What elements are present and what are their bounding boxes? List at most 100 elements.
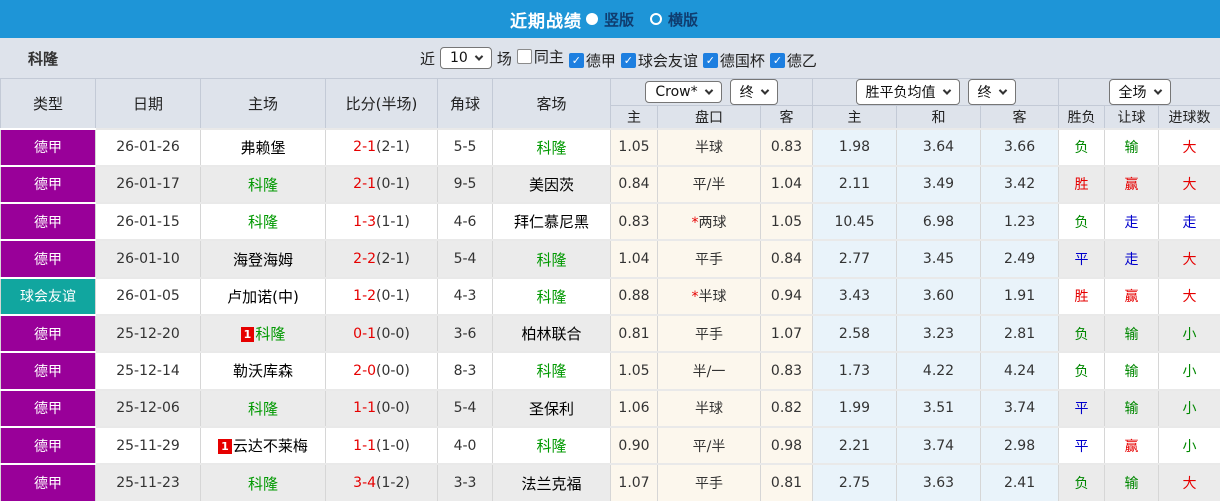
checkbox-checked-icon[interactable]: ✓ — [702, 52, 718, 68]
layout-option-vertical[interactable]: 竖版 — [585, 9, 646, 30]
euro-home-odds: 2.75 — [812, 463, 898, 501]
handicap-result: 输 — [1104, 313, 1160, 353]
match-count-select[interactable]: 10 — [440, 47, 492, 69]
select-value: 胜平负均值 — [865, 85, 936, 101]
chevron-down-icon — [998, 86, 1007, 95]
home-team: 勒沃库森 — [200, 351, 326, 391]
euro-home-odds: 1.98 — [812, 127, 898, 167]
euro-home-odds: 1.73 — [812, 351, 898, 391]
horizontal-layout-label: 横版 — [668, 10, 699, 29]
handicap-text: 半/一 — [692, 363, 726, 380]
team-name-text: 海登海姆 — [232, 250, 293, 269]
bookmaker-select[interactable]: Crow* — [645, 81, 722, 103]
match-date: 25-11-29 — [95, 425, 201, 465]
filter-checkbox-4[interactable]: ✓ 德乙 — [769, 50, 817, 71]
asian-final-select[interactable]: 终 — [729, 79, 778, 105]
fulltime-group: 全场 — [1058, 78, 1220, 106]
asian-away-odds: 1.04 — [759, 164, 814, 204]
team-name-text: 柏林联合 — [521, 325, 582, 344]
layout-option-horizontal[interactable]: 横版 — [650, 9, 710, 30]
goals-result: 小 — [1158, 425, 1220, 465]
fulltime-score: 0-1 — [353, 325, 377, 342]
checkbox-label: 德甲 — [585, 51, 616, 70]
score-cell: 1-3(1-1) — [325, 202, 438, 241]
euro-home-odds: 2.58 — [812, 313, 898, 353]
team-name-text: 卢加诺(中) — [227, 287, 299, 306]
league-type-badge: 德甲 — [0, 425, 96, 465]
handicap-result: 输 — [1104, 351, 1160, 391]
asian-handicap: 半球 — [657, 127, 761, 167]
fulltime-select[interactable]: 全场 — [1108, 79, 1171, 105]
home-team: 海登海姆 — [200, 239, 326, 279]
chevron-down-icon — [760, 86, 769, 95]
checkbox-checked-icon[interactable]: ✓ — [769, 52, 785, 68]
asian-away-odds: 0.83 — [759, 127, 814, 167]
asian-handicap: 平手 — [657, 463, 761, 501]
checkbox-checked-icon[interactable]: ✓ — [620, 52, 636, 68]
radio-unselected-icon[interactable] — [650, 13, 662, 25]
table-row: 球会友谊 26-01-05 卢加诺(中) 1-2(0-1) 4-3 科隆 0.88 *半球 0.… — [0, 276, 1220, 316]
team-name-text: 科隆 — [247, 213, 278, 232]
match-date: 26-01-17 — [95, 164, 201, 204]
asian-away-odds: 0.84 — [759, 239, 814, 279]
table-row: 德甲 26-01-17 科隆 2-1(0-1) 9-5 美因茨 0.84 平/半 1.04 2.1… — [0, 164, 1220, 204]
filter-checkbox-2[interactable]: ✓ 球会友谊 — [620, 50, 698, 71]
goals-result: 大 — [1158, 127, 1220, 167]
league-type-badge: 德甲 — [0, 127, 96, 167]
team-name: 科隆 — [28, 49, 59, 68]
halftime-score: (1-0) — [376, 437, 410, 454]
table-row: 德甲 25-11-29 1 云达不莱梅 1-1(1-0) 4-0 科隆 0.90 平/半 0.98… — [0, 425, 1220, 465]
filter-checkbox-0[interactable]: 同主 — [516, 46, 564, 67]
checkbox-checked-icon[interactable]: ✓ — [568, 52, 584, 68]
halftime-score: (0-1) — [376, 288, 410, 305]
halftime-score: (0-0) — [376, 400, 410, 417]
league-type-badge: 德甲 — [0, 202, 96, 241]
asian-home-odds: 1.07 — [610, 463, 658, 501]
select-value: 全场 — [1118, 85, 1147, 101]
outcome-result: 负 — [1058, 313, 1106, 353]
score-cell: 1-2(0-1) — [325, 276, 438, 316]
filter-checkbox-3[interactable]: ✓ 德国杯 — [702, 50, 765, 71]
subcol-asian-home: 主 — [610, 105, 658, 129]
team-name-text: 云达不莱梅 — [232, 437, 308, 456]
corners-cell: 9-5 — [437, 164, 493, 204]
euro-final-select[interactable]: 终 — [967, 79, 1016, 105]
col-header-corners: 角球 — [437, 78, 493, 129]
asian-handicap: 平/半 — [657, 425, 761, 465]
handicap-text: 平手 — [695, 252, 723, 269]
handicap-result: 输 — [1104, 127, 1160, 167]
euro-draw-odds: 4.22 — [896, 351, 982, 391]
team-name-text: 勒沃库森 — [232, 362, 293, 381]
euro-draw-odds: 6.98 — [896, 202, 982, 241]
asian-handicap: *半球 — [657, 276, 761, 316]
radio-selected-icon[interactable] — [585, 13, 598, 25]
away-team: 美因茨 — [492, 164, 611, 204]
match-date: 26-01-15 — [95, 202, 201, 241]
halftime-score: (0-0) — [376, 325, 410, 342]
score-cell: 2-1(2-1) — [325, 127, 438, 167]
table-row: 德甲 25-11-23 科隆 3-4(1-2) 3-3 法兰克福 1.07 平手 0.81 2.7… — [0, 463, 1220, 501]
table-body: 德甲 26-01-26 弗赖堡 2-1(2-1) 5-5 科隆 1.05 半球 0.83 1.98… — [0, 127, 1220, 501]
subcol-outcome: 胜负 — [1058, 105, 1106, 129]
star-marker: * — [691, 289, 699, 306]
checkbox-unchecked-icon[interactable] — [516, 48, 532, 64]
fulltime-score: 2-2 — [353, 251, 377, 268]
team-name-text: 科隆 — [255, 325, 286, 344]
table-header: 类型 日期 主场 比分(半场) 角球 客场 Crow* 终 胜平负均值 终 全场 主… — [0, 78, 1220, 129]
asian-home-odds: 1.05 — [610, 127, 658, 167]
asian-handicap: 半球 — [657, 388, 761, 428]
handicap-result: 赢 — [1104, 425, 1160, 465]
halftime-score: (1-1) — [376, 213, 410, 230]
team-name-text: 科隆 — [247, 399, 278, 418]
asian-away-odds: 0.83 — [759, 351, 814, 391]
team-name-text: 科隆 — [536, 287, 567, 306]
fulltime-score: 2-0 — [353, 362, 377, 379]
asian-away-odds: 0.94 — [759, 276, 814, 316]
filter-checkbox-1[interactable]: ✓ 德甲 — [568, 50, 616, 71]
outcome-result: 平 — [1058, 425, 1106, 465]
fulltime-score: 1-1 — [353, 437, 377, 454]
euro-away-odds: 3.66 — [980, 127, 1060, 167]
odds-average-select[interactable]: 胜平负均值 — [855, 79, 960, 105]
goals-result: 大 — [1158, 276, 1220, 316]
home-team: 科隆 — [200, 164, 326, 204]
